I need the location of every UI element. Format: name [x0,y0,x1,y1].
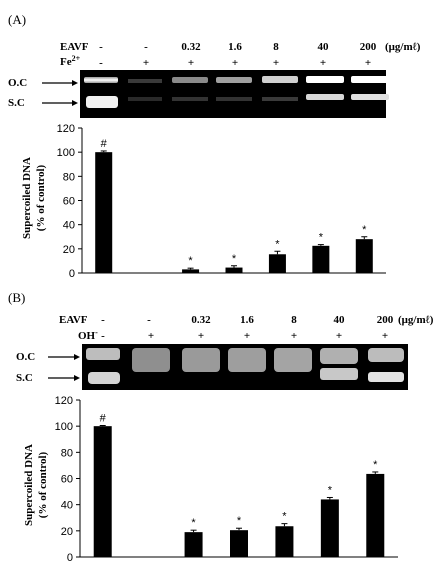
panel-label-a: (A) [8,12,26,27]
y-tick-label-b-6: 120 [55,395,73,407]
significance-marker-a-7: * [362,224,367,236]
radical-value-a-7: + [365,57,371,69]
y-tick-label-a-4: 80 [63,171,75,183]
bar-a-7 [355,239,373,273]
y-tick-label-b-0: 0 [67,552,73,564]
y-tick-label-b-2: 40 [61,500,73,512]
y-axis-label-b-line1: Supercoiled DNA [23,444,35,526]
radical-value-a-1: - [99,57,103,69]
bar-b-1 [93,426,112,557]
radical-value-a-6: + [320,57,326,69]
bar-b-5 [275,526,294,557]
significance-marker-b-1: # [100,413,107,425]
radical-label-a: Fe2+ [60,54,81,69]
radical-values-a: - + + + + + + [99,57,371,69]
y-tick-label-b-5: 100 [55,421,73,433]
treatment-value-b-7: 200 [377,314,394,326]
bar-a-3 [182,269,200,273]
treatment-value-b-3: 0.32 [191,314,211,326]
radical-label-b: OH- [78,328,98,343]
band-label-oc-b: O.C [16,351,35,363]
treatment-value-a-1: - [99,41,103,53]
gel-image-b [82,344,408,390]
treatment-value-b-4: 1.6 [240,314,254,326]
bar-b-3 [184,532,203,557]
arrow-oc-a-icon [42,80,78,86]
bar-a-5 [268,254,286,273]
treatment-value-b-5: 8 [291,314,297,326]
radical-value-b-7: + [382,330,388,342]
bar-b-7 [366,473,385,557]
y-tick-label-a-3: 60 [63,196,75,208]
gel-image-a [80,70,389,118]
treatment-values-b: - - 0.32 1.6 8 40 200 [101,314,394,326]
arrow-oc-b-icon [48,354,80,360]
radical-value-a-2: + [143,57,149,69]
radical-value-b-5: + [291,330,297,342]
treatment-value-a-6: 40 [318,41,330,53]
treatment-value-a-4: 1.6 [228,41,242,53]
treatment-value-a-7: 200 [360,41,377,53]
unit-label-a: (μg/mℓ) [385,41,421,53]
treatment-value-b-2: - [147,314,151,326]
treatment-value-b-6: 40 [334,314,346,326]
significance-marker-b-6: * [328,484,333,496]
radical-value-a-3: + [188,57,194,69]
significance-marker-b-3: * [191,517,196,529]
band-label-oc-a: O.C [8,77,27,89]
arrow-sc-b-icon [48,375,80,381]
significance-marker-b-5: * [282,511,287,523]
treatment-value-a-3: 0.32 [181,41,201,53]
bar-chart-b: 0 20 40 60 80 100 120 # * * * * * [55,395,398,564]
treatment-value-b-1: - [101,314,105,326]
treatment-value-a-5: 8 [273,41,279,53]
unit-label-b: (μg/mℓ) [398,314,434,326]
significance-marker-b-4: * [237,515,242,527]
band-label-sc-a: S.C [8,97,25,109]
y-tick-label-a-6: 120 [57,123,75,135]
treatment-values-a: - - 0.32 1.6 8 40 200 [99,41,377,53]
radical-value-a-5: + [273,57,279,69]
radical-values-b: - + + + + + + [101,330,388,342]
radical-value-b-1: - [101,330,105,342]
y-tick-label-a-2: 40 [63,220,75,232]
bar-a-6 [312,245,330,273]
treatment-label-a: EAVF [60,41,89,53]
panel-label-b: (B) [8,290,25,305]
radical-value-b-3: + [198,330,204,342]
y-tick-label-b-4: 80 [61,447,73,459]
radical-value-b-2: + [148,330,154,342]
band-label-sc-b: S.C [16,372,33,384]
y-tick-label-a-0: 0 [69,268,75,280]
radical-value-a-4: + [232,57,238,69]
significance-marker-a-5: * [275,238,280,250]
y-tick-label-b-3: 60 [61,474,73,486]
bar-a-1 [95,152,113,273]
y-tick-label-a-1: 20 [63,244,75,256]
significance-marker-a-3: * [188,255,193,267]
significance-marker-a-1: # [101,138,108,150]
y-axis-label-a-line1: Supercoiled DNA [21,157,33,239]
y-axis-label-a-line2: (% of control) [35,164,47,231]
significance-marker-a-6: * [319,232,324,244]
treatment-value-a-2: - [144,41,148,53]
y-axis-label-b-line2: (% of control) [37,451,49,518]
bar-b-4 [230,530,248,557]
arrow-sc-a-icon [42,100,78,106]
radical-value-b-4: + [244,330,250,342]
bar-chart-a: 0 20 40 60 80 100 120 # * * * * * [57,123,386,280]
radical-value-b-6: + [336,330,342,342]
significance-marker-b-7: * [373,459,378,471]
bar-a-4 [225,267,243,273]
treatment-label-b: EAVF [59,314,88,326]
y-tick-label-a-5: 100 [57,147,75,159]
significance-marker-a-4: * [232,253,237,265]
y-tick-label-b-1: 20 [61,526,73,538]
bar-b-6 [320,499,339,557]
